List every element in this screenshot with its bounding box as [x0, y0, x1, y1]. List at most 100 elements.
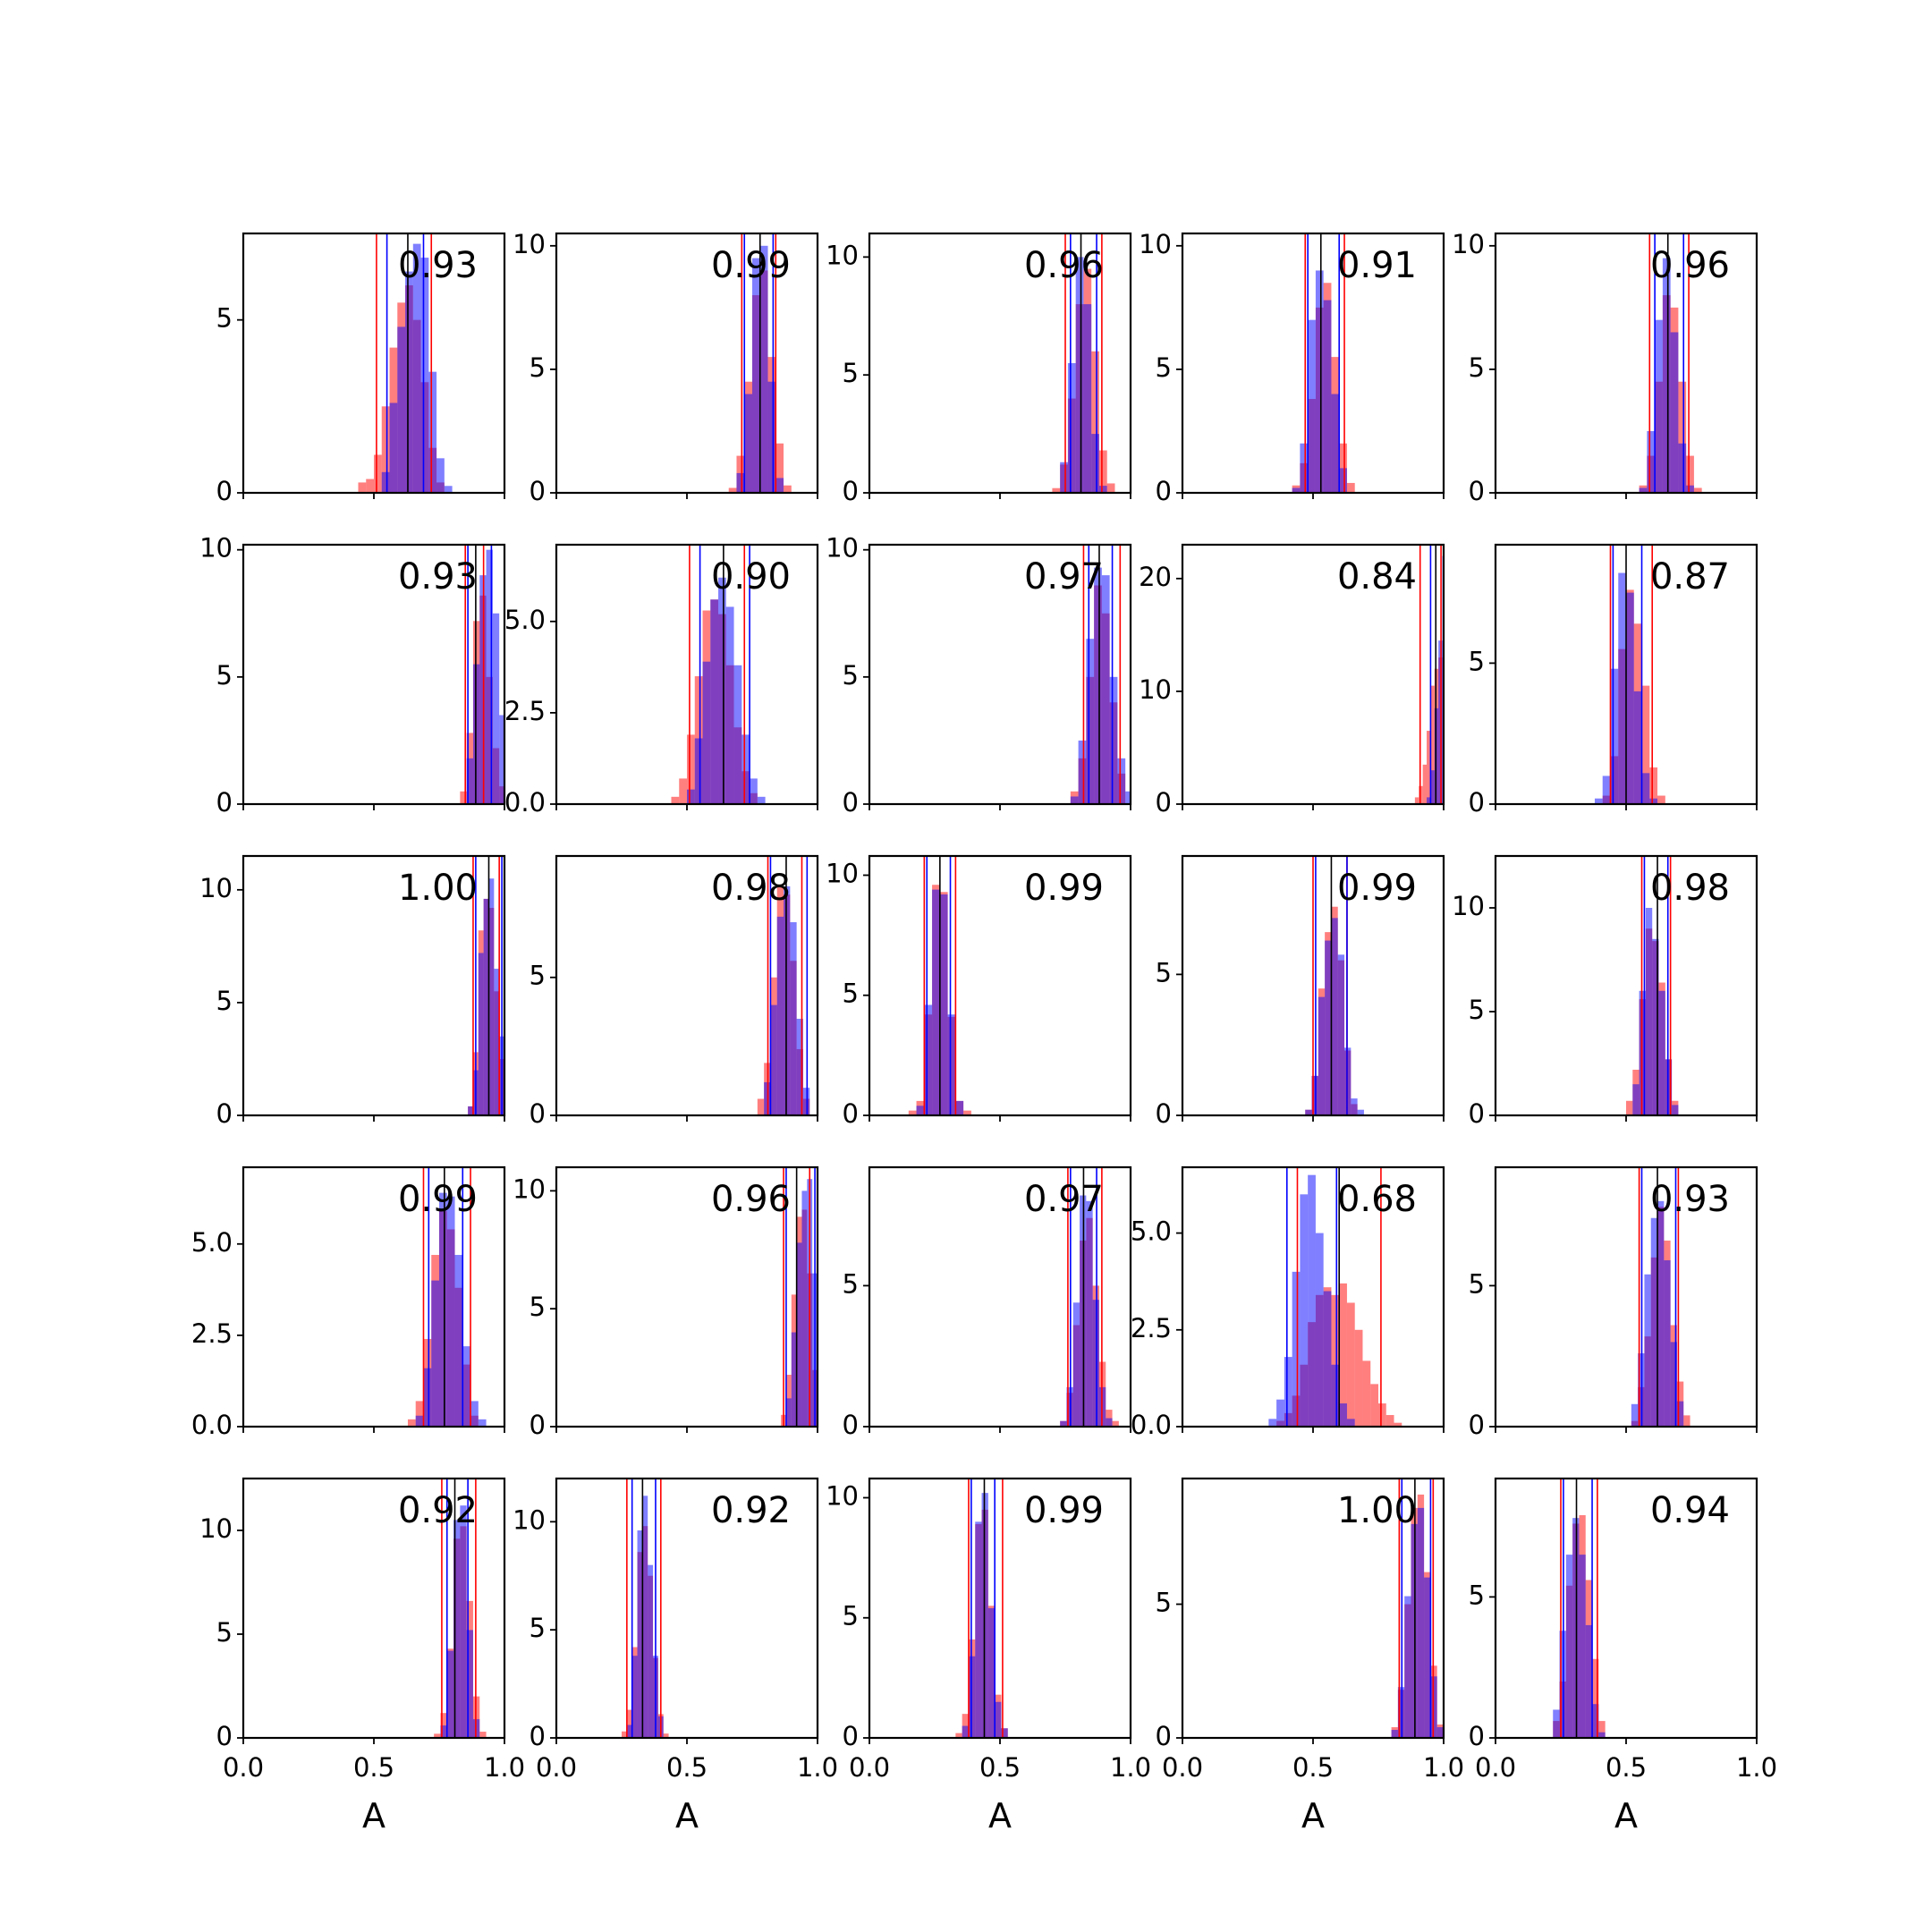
y-tick-label: 5 — [530, 352, 546, 383]
blue-bin — [733, 665, 742, 804]
red-bin — [1106, 483, 1115, 493]
red-bin — [460, 791, 467, 804]
panel-value-label: 1.00 — [1337, 1490, 1417, 1531]
blue-bin — [1276, 1399, 1284, 1427]
red-bin — [1112, 1420, 1119, 1427]
red-bin — [479, 1732, 487, 1738]
blue-bin — [1346, 1419, 1355, 1427]
blue-bin — [1610, 668, 1619, 804]
red-bin — [1430, 685, 1435, 804]
plot-area-r2c4 — [1414, 545, 1444, 804]
blue-bin — [454, 1255, 463, 1427]
plot-area-r2c1 — [460, 545, 504, 804]
panel-r1c1: 050.93 — [216, 232, 506, 506]
y-tick-label: 2.5 — [504, 696, 546, 726]
blue-bin — [488, 878, 495, 1115]
red-bin — [1331, 1294, 1340, 1427]
blue-bin — [420, 258, 429, 493]
y-tick-label: 0 — [843, 1098, 859, 1129]
blue-bin — [1091, 434, 1099, 493]
blue-bin — [1083, 304, 1092, 493]
blue-bin — [1078, 740, 1087, 804]
blue-bin — [750, 778, 758, 804]
blue-bin — [444, 486, 453, 493]
red-bin — [358, 482, 367, 493]
blue-bin — [790, 922, 797, 1115]
plot-area-r5c4 — [1391, 1479, 1444, 1738]
blue-bin — [1331, 918, 1338, 1115]
blue-bin — [770, 1004, 777, 1115]
panel-r4c5: 050.93 — [1469, 1165, 1758, 1440]
blue-bin — [436, 458, 445, 493]
y-tick-label: 5 — [843, 1268, 859, 1299]
panel-r2c5: 050.87 — [1469, 543, 1758, 818]
red-bin — [1422, 764, 1428, 804]
panel-r5c2: 0 5 10 0.0 0.5 1.0 A 0.92 — [513, 1477, 838, 1835]
blue-bin — [1645, 908, 1653, 1115]
blue-bin — [1292, 1271, 1301, 1427]
x-tick-label: 0.5 — [979, 1752, 1021, 1783]
y-tick-label: 10 — [199, 873, 233, 903]
blue-bin — [759, 245, 768, 493]
panel-r4c1: 0.0 2.5 5.0 0.99 — [191, 1165, 506, 1440]
blue-bin — [1585, 1624, 1593, 1738]
y-tick-label: 5 — [1156, 1588, 1172, 1618]
red-bin — [1649, 767, 1658, 804]
y-tick-label: 20 — [1139, 562, 1172, 592]
blue-bin — [1325, 940, 1332, 1115]
blue-bin — [1268, 1419, 1277, 1427]
red-bin — [381, 406, 390, 493]
y-tick-label: 2.5 — [1131, 1313, 1172, 1343]
panel-r5c5: 0 5 0.0 0.5 1.0 A 0.94 — [1469, 1477, 1777, 1835]
y-tick-label: 0 — [216, 1721, 233, 1751]
blue-bin — [1427, 797, 1431, 804]
y-tick-label: 5 — [1156, 957, 1172, 987]
plot-area-r3c3 — [908, 856, 971, 1115]
blue-bin — [1686, 485, 1694, 493]
blue-bin — [431, 1280, 439, 1427]
y-tick-label: 0 — [216, 476, 233, 506]
panel-value-label: 0.68 — [1337, 1179, 1417, 1220]
red-bin — [784, 485, 792, 493]
blue-bin — [1641, 773, 1650, 804]
panel-r2c1: 0 5 10 0.93 — [199, 533, 506, 818]
blue-bin — [1094, 567, 1102, 804]
blue-bin — [446, 1650, 454, 1738]
blue-bin — [1331, 394, 1340, 493]
blue-bin — [626, 1724, 632, 1738]
panel-r5c4: 0 5 0.0 0.5 1.0 A 1.00 — [1156, 1477, 1464, 1835]
x-tick-label: 0.0 — [1475, 1752, 1516, 1783]
y-tick-label: 5 — [843, 1601, 859, 1631]
panel-r2c2: 0.0 2.5 5.0 0.90 — [504, 543, 819, 818]
y-tick-label: 10 — [199, 1513, 233, 1544]
panel-r1c5: 0 5 10 0.96 — [1452, 229, 1758, 506]
blue-bin — [801, 1191, 808, 1427]
blue-bin — [987, 1608, 996, 1738]
panel-value-label: 0.96 — [711, 1179, 791, 1220]
blue-bin — [423, 1368, 432, 1427]
blue-bin — [381, 471, 390, 493]
blue-bin — [1672, 1105, 1679, 1115]
blue-bin — [1649, 798, 1658, 804]
panel-r3c4: 050.99 — [1156, 854, 1445, 1129]
y-tick-label: 10 — [513, 229, 546, 259]
red-bin — [1370, 1384, 1378, 1427]
y-tick-label: 0 — [843, 1721, 859, 1751]
red-bin — [374, 454, 382, 493]
y-tick-label: 10 — [199, 533, 233, 564]
y-tick-label: 0 — [843, 787, 859, 818]
blue-bin — [483, 898, 489, 1115]
blue-bin — [466, 758, 473, 804]
x-tick-label: 1.0 — [1110, 1752, 1151, 1783]
blue-bin — [775, 478, 784, 493]
blue-bin — [1658, 990, 1665, 1115]
blue-bin — [1357, 1109, 1364, 1115]
blue-bin — [1339, 468, 1347, 493]
plot-area-r5c5 — [1553, 1479, 1606, 1738]
y-tick-label: 5 — [1156, 352, 1172, 383]
blue-bin — [736, 472, 745, 493]
plot-area-r4c3 — [1060, 1167, 1119, 1427]
blue-bin — [796, 1242, 802, 1427]
x-tick-label: 1.0 — [1423, 1752, 1464, 1783]
